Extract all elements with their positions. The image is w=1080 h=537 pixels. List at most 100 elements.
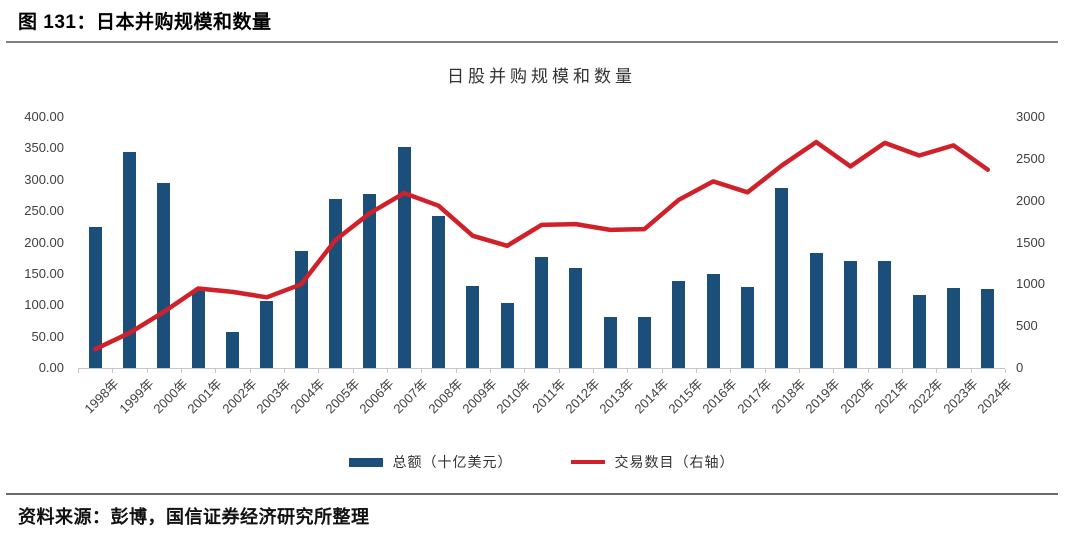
legend-item-total: 总额（十亿美元） xyxy=(348,452,513,472)
x-tick xyxy=(215,369,217,373)
bar-2000年 xyxy=(157,182,171,368)
left-axis-tick-label: 0.00 xyxy=(38,360,64,375)
bar-2010年 xyxy=(500,303,514,368)
x-tick xyxy=(902,369,903,373)
x-axis-tick-label: 2013年 xyxy=(596,376,637,417)
x-tick xyxy=(696,369,697,373)
x-axis-tick-label: 2010年 xyxy=(493,376,534,417)
x-axis-tick-label: 2006年 xyxy=(356,376,397,417)
bar-2023年 xyxy=(947,288,960,368)
x-axis-tick-label: 2007年 xyxy=(390,376,431,417)
x-tick xyxy=(455,369,457,373)
source-text: 资料来源：彭博，国信证券经济研究所整理 xyxy=(18,507,370,527)
x-axis-tick-label: 2000年 xyxy=(150,376,191,417)
x-axis-tick-label: 2024年 xyxy=(974,376,1015,417)
bar-2006年 xyxy=(363,193,377,368)
bar-2008年 xyxy=(432,216,445,368)
bar-2014年 xyxy=(638,316,651,368)
x-tick xyxy=(490,369,491,373)
x-tick xyxy=(661,369,663,373)
x-tick xyxy=(1005,369,1006,373)
x-axis-tick-label: 2008年 xyxy=(424,376,466,417)
x-axis-tick-label: 2023年 xyxy=(939,376,981,417)
bar-2012年 xyxy=(569,267,583,368)
bar-2001年 xyxy=(191,289,205,368)
right-axis-tick-label: 2000 xyxy=(1016,192,1045,208)
x-tick xyxy=(78,369,79,373)
x-tick xyxy=(112,369,114,373)
x-axis-tick-label: 1999年 xyxy=(115,376,157,417)
x-axis-tick-label: 2015年 xyxy=(665,376,706,417)
chart-title: 日股并购规模和数量 xyxy=(447,67,636,87)
bar-2003年 xyxy=(260,300,274,368)
bar-2022年 xyxy=(912,294,926,368)
x-axis-tick-label: 1998年 xyxy=(81,376,122,417)
x-tick xyxy=(352,369,354,373)
x-tick xyxy=(593,369,594,373)
right-axis-tick-label: 1500 xyxy=(1016,234,1045,250)
x-axis-tick-label: 2002年 xyxy=(218,376,260,417)
x-tick xyxy=(318,369,320,373)
x-tick xyxy=(867,369,869,373)
x-tick xyxy=(799,369,800,373)
bar-2011年 xyxy=(535,256,548,368)
trend-line-layer xyxy=(92,139,991,352)
left-axis-tick-label: 250.00 xyxy=(24,203,64,219)
x-axis-tick-label: 2018年 xyxy=(768,376,809,417)
right-axis-tick-label: 1000 xyxy=(1016,276,1045,292)
left-axis-tick-label: 350.00 xyxy=(24,140,64,156)
left-axis-tick-label: 100.00 xyxy=(24,297,64,313)
bar-2016年 xyxy=(706,273,720,368)
x-tick xyxy=(524,369,526,373)
transactions-line xyxy=(92,139,991,352)
left-axis-tick-label: 150.00 xyxy=(24,265,64,281)
bar-2021年 xyxy=(878,261,892,368)
bar-2018年 xyxy=(775,187,789,368)
x-tick xyxy=(284,369,285,373)
x-axis-tick-label: 2021年 xyxy=(871,376,912,417)
bar-1999年 xyxy=(123,151,136,368)
x-tick xyxy=(146,369,148,373)
x-axis-tick-label: 2020年 xyxy=(836,376,878,417)
left-axis-tick-label: 300.00 xyxy=(24,171,64,187)
bottom-divider xyxy=(6,493,1058,495)
x-axis-tick-label: 2012年 xyxy=(562,376,603,417)
x-tick xyxy=(833,369,835,373)
bar-2009年 xyxy=(466,285,480,368)
bar-2007年 xyxy=(397,147,411,368)
legend-label-deals: 交易数目（右轴） xyxy=(614,455,735,471)
bar-1998年 xyxy=(88,226,102,368)
bar-2015年 xyxy=(672,280,686,368)
x-axis-tick-label: 2004年 xyxy=(287,376,328,417)
bar-2020年 xyxy=(844,261,857,368)
left-axis-tick-label: 50.00 xyxy=(31,328,64,344)
x-axis-tick-label: 2019年 xyxy=(802,376,843,417)
x-tick xyxy=(764,369,766,373)
legend-bar-swatch xyxy=(348,457,383,467)
right-axis-tick-label: 3000 xyxy=(1016,109,1045,124)
legend: 总额（十亿美元） 交易数目（右轴） xyxy=(78,452,1005,472)
left-axis-tick-label: 200.00 xyxy=(24,234,64,250)
right-axis-tick-label: 0 xyxy=(1016,360,1024,375)
right-axis-tick-label: 2500 xyxy=(1016,150,1045,166)
x-tick xyxy=(249,369,251,373)
right-axis-tick-label: 500 xyxy=(1016,318,1038,334)
x-tick xyxy=(936,369,938,373)
x-axis-tick-label: 2014年 xyxy=(630,376,672,417)
x-axis-tick-label: 2011年 xyxy=(528,376,569,416)
bar-2013年 xyxy=(603,316,617,368)
x-axis-tick-label: 2016年 xyxy=(699,376,740,417)
x-tick xyxy=(421,369,423,373)
plot-area xyxy=(78,117,1006,373)
bar-2019年 xyxy=(809,253,823,368)
legend-line-swatch xyxy=(570,460,605,464)
x-axis-tick-label: 2009年 xyxy=(459,376,500,417)
legend-label-total: 总额（十亿美元） xyxy=(392,455,513,471)
left-axis-tick-label: 400.00 xyxy=(24,109,64,124)
x-tick xyxy=(387,369,388,373)
bar-2002年 xyxy=(226,332,239,368)
x-axis-tick-label: 2005年 xyxy=(321,376,363,417)
bar-2024年 xyxy=(981,288,995,368)
bar-2017年 xyxy=(741,287,754,368)
